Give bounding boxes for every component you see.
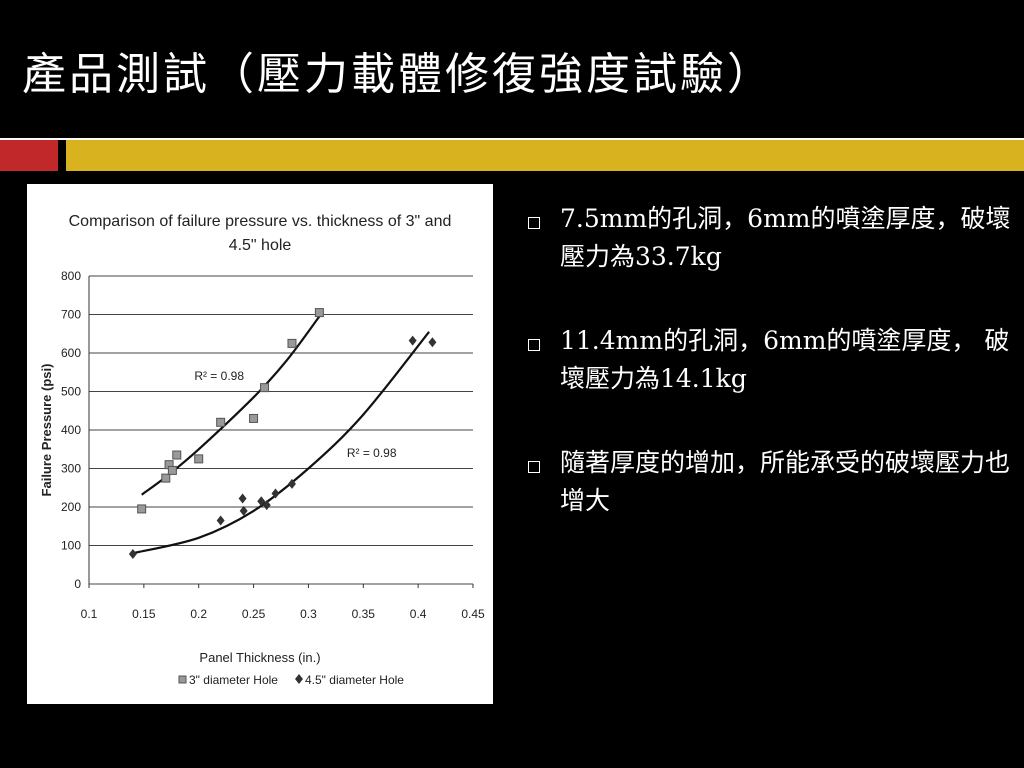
x-tick-label: 0.35 [352,607,376,621]
accent-bar-gold [66,140,1024,171]
legend-label: 3" diameter Hole [189,673,278,687]
r-squared-label-3in: R² = 0.98 [194,369,244,383]
y-tick-label: 100 [61,539,81,553]
accent-bar-gap [58,140,66,171]
r-squared-label-4-5in: R² = 0.98 [347,446,397,460]
accent-bar-red [0,140,58,171]
bullet-list: 7.5mm的孔洞，6mm的噴塗厚度，破壞壓力為33.7kg 11.4mm的孔洞，… [522,200,1012,566]
bullet-item: 11.4mm的孔洞，6mm的噴塗厚度， 破壞壓力為14.1kg [522,322,1012,398]
legend-label: 4.5" diameter Hole [305,673,404,687]
x-tick-label: 0.2 [190,607,207,621]
chart-panel: Comparison of failure pressure vs. thick… [27,184,493,704]
data-point-square [194,454,204,464]
x-tick-label: 0.3 [300,607,317,621]
x-tick-label: 0.45 [461,607,485,621]
data-point-square [260,383,270,393]
x-tick-label: 0.25 [242,607,266,621]
title-divider-line [0,138,1024,141]
bullet-item: 7.5mm的孔洞，6mm的噴塗厚度，破壞壓力為33.7kg [522,200,1012,276]
bullet-text: 11.4mm的孔洞，6mm的噴塗厚度， 破壞壓力為14.1kg [560,326,1010,393]
y-tick-label: 600 [61,346,81,360]
data-point-square [161,473,171,483]
y-tick-label: 700 [61,308,81,322]
legend-diamond-marker [295,674,303,684]
x-axis-label: Panel Thickness (in.) [199,650,320,665]
data-point-square [287,338,297,348]
data-point-diamond [257,496,266,507]
data-point-square [314,308,324,318]
x-tick-label: 0.4 [410,607,427,621]
data-point-diamond [238,493,247,504]
y-tick-label: 400 [61,423,81,437]
slide-title: 產品測試（壓力載體修復強度試驗） [22,49,774,100]
y-tick-label: 200 [61,500,81,514]
x-tick-label: 0.1 [81,607,98,621]
chart-title: 4.5" hole [229,237,292,254]
x-tick-label: 0.15 [132,607,156,621]
y-tick-label: 500 [61,385,81,399]
data-point-square [249,413,259,423]
data-point-square [167,465,177,475]
bullet-text: 隨著厚度的增加，所能承受的破壞壓力也增大 [560,448,1011,515]
data-point-diamond [271,488,280,499]
data-point-square [137,504,147,514]
square-bullet-icon [528,461,540,473]
data-point-diamond [408,335,417,346]
y-tick-label: 0 [74,577,81,591]
data-point-square [216,417,226,427]
y-tick-label: 800 [61,269,81,283]
y-tick-label: 300 [61,462,81,476]
data-point-diamond [239,505,248,516]
chart-title: Comparison of failure pressure vs. thick… [69,213,452,230]
bullet-item: 隨著厚度的增加，所能承受的破壞壓力也增大 [522,444,1012,520]
trendline-4-5in [132,331,430,555]
data-point-diamond [287,478,296,489]
data-point-diamond [128,548,137,559]
y-axis-label: Failure Pressure (psi) [39,364,54,497]
data-point-diamond [262,500,271,511]
square-bullet-icon [528,217,540,229]
data-point-diamond [216,515,225,526]
bullet-text: 7.5mm的孔洞，6mm的噴塗厚度，破壞壓力為33.7kg [560,204,1011,271]
failure-pressure-chart: Comparison of failure pressure vs. thick… [39,213,485,687]
data-point-diamond [428,337,437,348]
legend-square-marker [178,675,187,684]
square-bullet-icon [528,339,540,351]
data-point-square [172,450,182,460]
